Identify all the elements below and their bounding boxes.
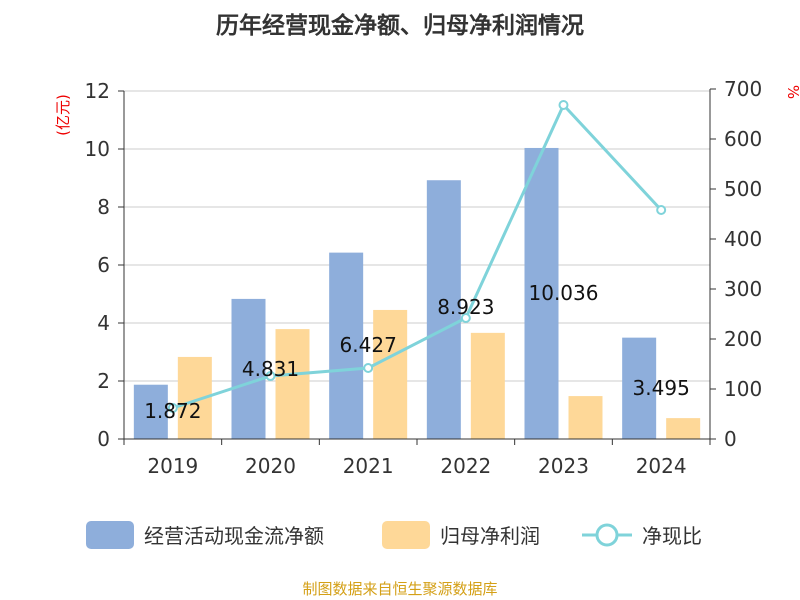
ratio-point [363,363,374,373]
data-label-cashflow: 6.427 [340,333,397,357]
chart-title: 历年经营现金净额、归母净利润情况 [216,12,584,39]
data-label-cashflow: 8.923 [437,295,494,319]
left-tick-label: 0 [97,427,110,451]
bar-cashflow [524,147,559,439]
x-tick-label: 2022 [440,454,491,478]
ratio-point [656,205,667,215]
bar-cashflow [133,384,168,439]
right-tick-label: 200 [724,327,762,351]
data-label-cashflow: 3.495 [633,376,690,400]
bar-cashflow [231,298,266,439]
left-tick-label: 12 [85,79,110,103]
left-tick-label: 2 [97,369,110,393]
ratio-point [265,371,276,381]
data-label-cashflow: 10.036 [529,281,599,305]
left-axis-label: (亿元) [54,94,72,136]
bar-cashflow [426,180,461,439]
ratio-point [167,403,178,413]
bar-profit [470,332,505,439]
bar-profit [275,329,310,439]
bar-cashflow [329,252,364,439]
x-tick-label: 2020 [245,454,296,478]
data-label-cashflow: 1.872 [144,399,201,423]
legend-label-cashflow: 经营活动现金流净额 [144,524,324,548]
left-tick-label: 8 [97,195,110,219]
left-tick-label: 10 [85,137,110,161]
source-note: 制图数据来自恒生聚源数据库 [302,580,497,598]
legend-label-ratio: 净现比 [642,524,702,548]
legend-swatch-profit [382,521,430,549]
bar-profit [568,396,603,439]
right-tick-label: 600 [724,127,762,151]
right-axis-label: % [784,85,800,99]
right-tick-label: 500 [724,177,762,201]
right-tick-label: 0 [724,427,737,451]
x-tick-label: 2024 [636,454,687,478]
bar-profit [666,418,701,439]
legend: 经营活动现金流净额 归母净利润 净现比 [86,521,702,549]
ratio-line [172,102,663,410]
ratio-point [558,100,569,110]
bar-profit [373,309,408,439]
right-tick-label: 400 [724,227,762,251]
ratio-point [460,313,471,323]
right-tick-label: 300 [724,277,762,301]
x-tick-label: 2023 [538,454,589,478]
legend-label-profit: 归母净利润 [440,524,540,548]
right-tick-label: 700 [724,77,762,101]
left-tick-label: 6 [97,253,110,277]
x-tick-label: 2019 [147,454,198,478]
legend-marker-ratio [595,523,619,547]
left-tick-label: 4 [97,311,110,335]
legend-swatch-cashflow [86,521,134,549]
right-tick-label: 100 [724,377,762,401]
data-label-cashflow: 4.831 [242,357,299,381]
x-tick-label: 2021 [343,454,394,478]
bar-cashflow [622,337,657,439]
